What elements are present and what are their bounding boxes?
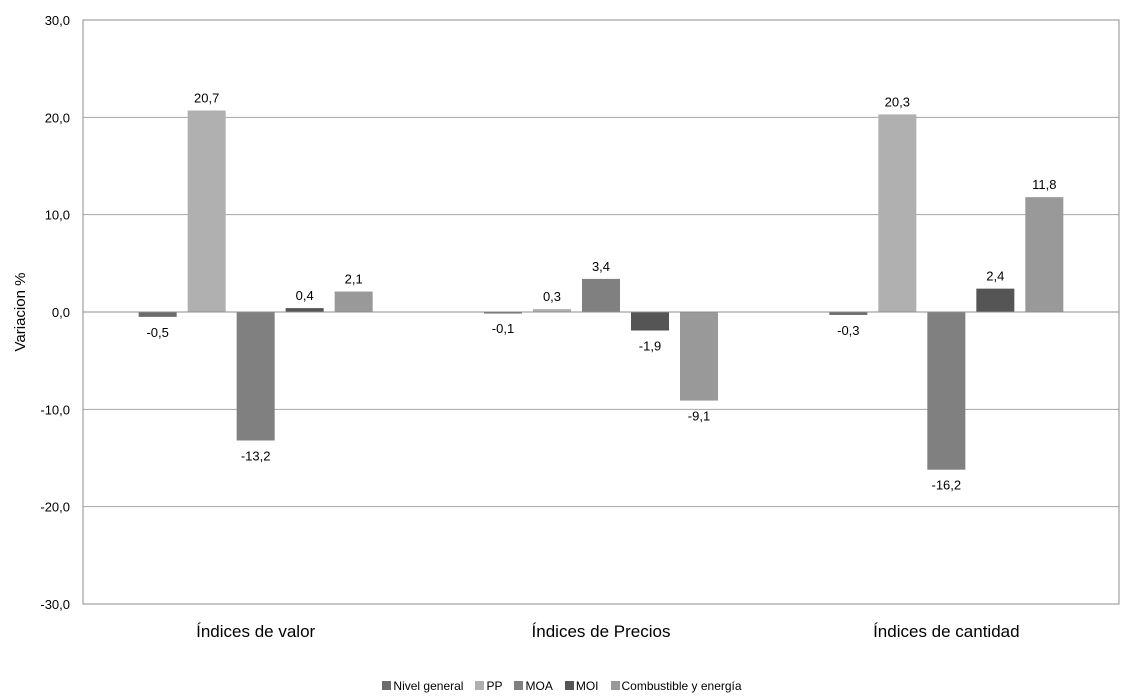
bar-1-1 — [533, 309, 571, 312]
bar-1-3 — [631, 312, 669, 331]
data-label: 11,8 — [1032, 177, 1056, 192]
y-tick-label: 20,0 — [45, 110, 70, 125]
y-tick-label: 0,0 — [52, 305, 70, 320]
data-label: 2,4 — [986, 269, 1004, 284]
x-tick-label: Índices de valor — [196, 622, 315, 641]
legend-label: PP — [486, 679, 503, 693]
data-label: -13,2 — [241, 448, 271, 463]
legend-label: Nivel general — [393, 679, 464, 693]
legend-item: MOA — [514, 679, 553, 693]
data-label: -16,2 — [932, 478, 962, 493]
x-tick-label: Índices de Precios — [532, 622, 671, 641]
y-axis-label: Variacion % — [12, 273, 29, 352]
bar-1-2 — [582, 278, 620, 312]
data-label: -0,1 — [492, 321, 514, 336]
legend-label: MOI — [575, 679, 599, 693]
data-label: 20,7 — [194, 91, 219, 106]
x-tick-label: Índices de cantidad — [873, 622, 1020, 641]
legend-swatch — [475, 681, 485, 690]
legend-swatch — [514, 681, 524, 690]
data-label: -0,5 — [146, 325, 168, 340]
bar-1-0 — [484, 312, 522, 314]
bar-1-4 — [680, 312, 718, 401]
bar-0-3 — [285, 308, 324, 312]
legend-item: Nivel general — [382, 679, 463, 693]
data-label: 0,4 — [296, 288, 314, 303]
data-label: 0,3 — [543, 289, 561, 304]
bars — [138, 110, 1064, 470]
bar-2-3 — [976, 288, 1015, 312]
legend-swatch — [382, 681, 392, 690]
legend-item: MOI — [564, 679, 599, 693]
bar-0-2 — [236, 312, 275, 441]
bar-0-0 — [138, 312, 177, 317]
data-labels: -0,5 20,7 -13,2 0,4 2,1 -0,1 0,3 3,4 -1,9 -9,1 -0,… — [146, 91, 1056, 493]
bar-2-0 — [829, 312, 868, 315]
legend-item: PP — [475, 679, 502, 693]
bar-0-4 — [334, 291, 373, 312]
bar-0-1 — [187, 110, 226, 313]
plot-area-border — [82, 19, 1120, 605]
y-tick-label: 30,0 — [45, 13, 70, 28]
data-label: 2,1 — [345, 272, 363, 287]
legend-swatch — [610, 681, 620, 690]
data-label: -1,9 — [639, 338, 661, 353]
y-tick-labels: -30,0 -20,0 -10,0 0,0 10,0 20,0 30,0 — [40, 13, 70, 612]
y-tick-label: -10,0 — [40, 402, 70, 417]
data-label: 20,3 — [885, 94, 910, 109]
bar-2-4 — [1025, 197, 1064, 312]
y-tick-label: -30,0 — [40, 597, 70, 612]
data-label: -9,1 — [688, 409, 710, 424]
legend-label: Combustible y energía — [621, 679, 742, 693]
data-label: -0,3 — [837, 323, 859, 338]
y-tick-label: -20,0 — [40, 500, 70, 515]
x-tick-labels: Índices de valor Índices de Precios Índice… — [196, 622, 1019, 641]
y-tick-label: 10,0 — [45, 208, 70, 223]
bar-2-2 — [927, 312, 966, 470]
legend-label: MOA — [525, 679, 553, 693]
legend-item: Combustible y energía — [610, 679, 742, 693]
legend: Nivel general PP MOA MOI Combustible y energ… — [0, 679, 1124, 693]
legend-swatch — [564, 681, 574, 690]
data-label: 3,4 — [592, 259, 610, 274]
bar-2-1 — [878, 114, 917, 312]
